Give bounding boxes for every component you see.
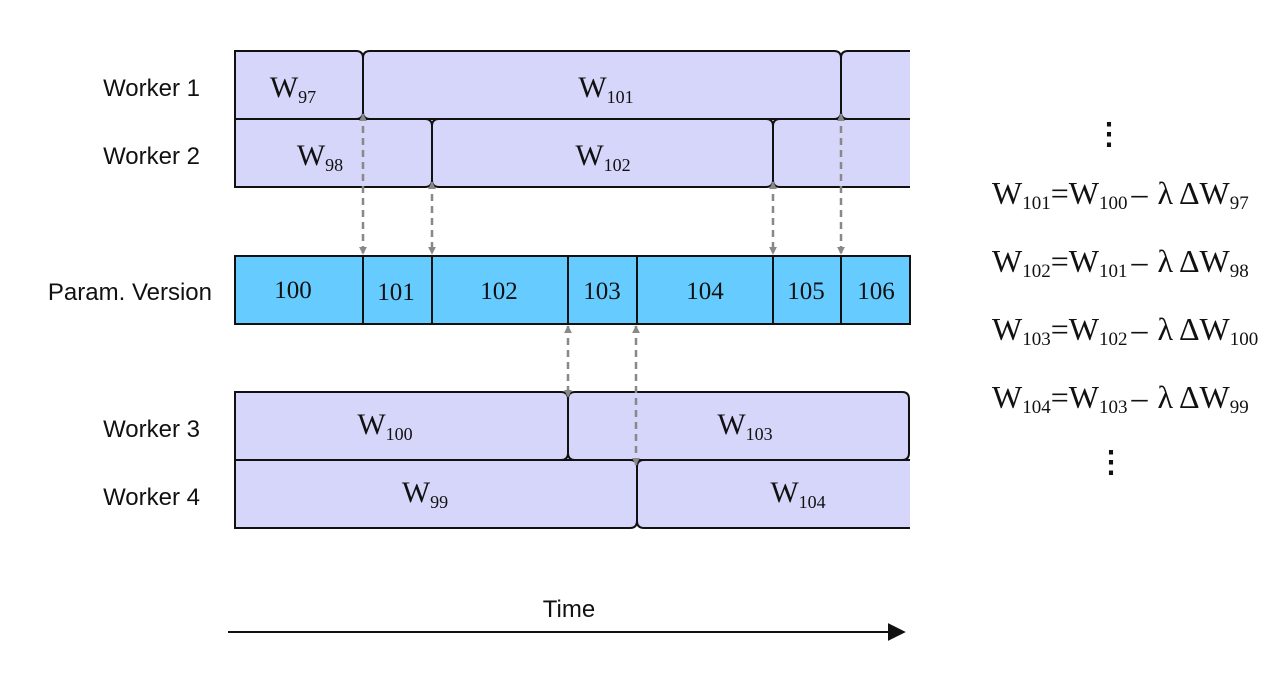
param-version-track [234, 255, 911, 325]
version-104: 104 [686, 278, 724, 305]
update-equations: ⋮ W101=W100– λ ΔW97 W102=W101– λ ΔW98 W103=W… [992, 118, 1258, 479]
worker-3-label: Worker 3 [103, 416, 200, 443]
equation-1: W101=W100– λ ΔW97 [992, 175, 1249, 214]
equation-4: W104=W103– λ ΔW99 [992, 379, 1249, 418]
worker-2-segment-2-label: W102 [575, 139, 630, 175]
time-label: Time [543, 596, 595, 623]
worker-1-label: Worker 1 [103, 75, 200, 102]
worker-4-label: Worker 4 [103, 484, 200, 511]
worker-4-segment-2-label: W104 [770, 476, 825, 512]
worker-2-segment-1 [234, 118, 433, 188]
worker-1-segment-1 [234, 50, 364, 120]
worker-2-segment-1-label: W98 [297, 139, 343, 175]
sync-arrows [358, 113, 846, 466]
equation-2: W102=W101– λ ΔW98 [992, 243, 1249, 282]
ellipsis-bottom: ⋮ [1096, 446, 1126, 479]
worker-4-segment-1-label: W99 [402, 476, 448, 512]
worker-3-segment-1-label: W100 [357, 408, 412, 444]
version-106: 106 [857, 278, 895, 305]
ellipsis-top: ⋮ [1094, 118, 1124, 151]
param-version-bar: 100 101 102 103 104 105 106 [234, 255, 911, 325]
version-105: 105 [787, 278, 825, 305]
equation-3: W103=W102– λ ΔW100 [992, 311, 1258, 350]
worker-3-timeline: W100 W103 [234, 391, 910, 461]
worker-1-timeline: W97 W101 [234, 50, 910, 120]
worker-2-timeline: W98 W102 [234, 118, 910, 188]
version-101: 101 [377, 279, 415, 306]
worker-4-timeline: W99 W104 [234, 459, 910, 529]
version-103: 103 [583, 278, 621, 305]
worker-1-segment-1-label: W97 [270, 71, 316, 107]
worker-1-segment-3 [840, 50, 910, 120]
worker-3-segment-2-label: W103 [717, 408, 772, 444]
version-102: 102 [480, 278, 518, 305]
worker-2-label: Worker 2 [103, 143, 200, 170]
param-version-label: Param. Version [48, 279, 212, 306]
worker-2-segment-2 [431, 118, 774, 188]
worker-4-segment-2 [636, 459, 910, 529]
worker-1-segment-2-label: W101 [578, 71, 633, 107]
version-100: 100 [274, 277, 312, 304]
